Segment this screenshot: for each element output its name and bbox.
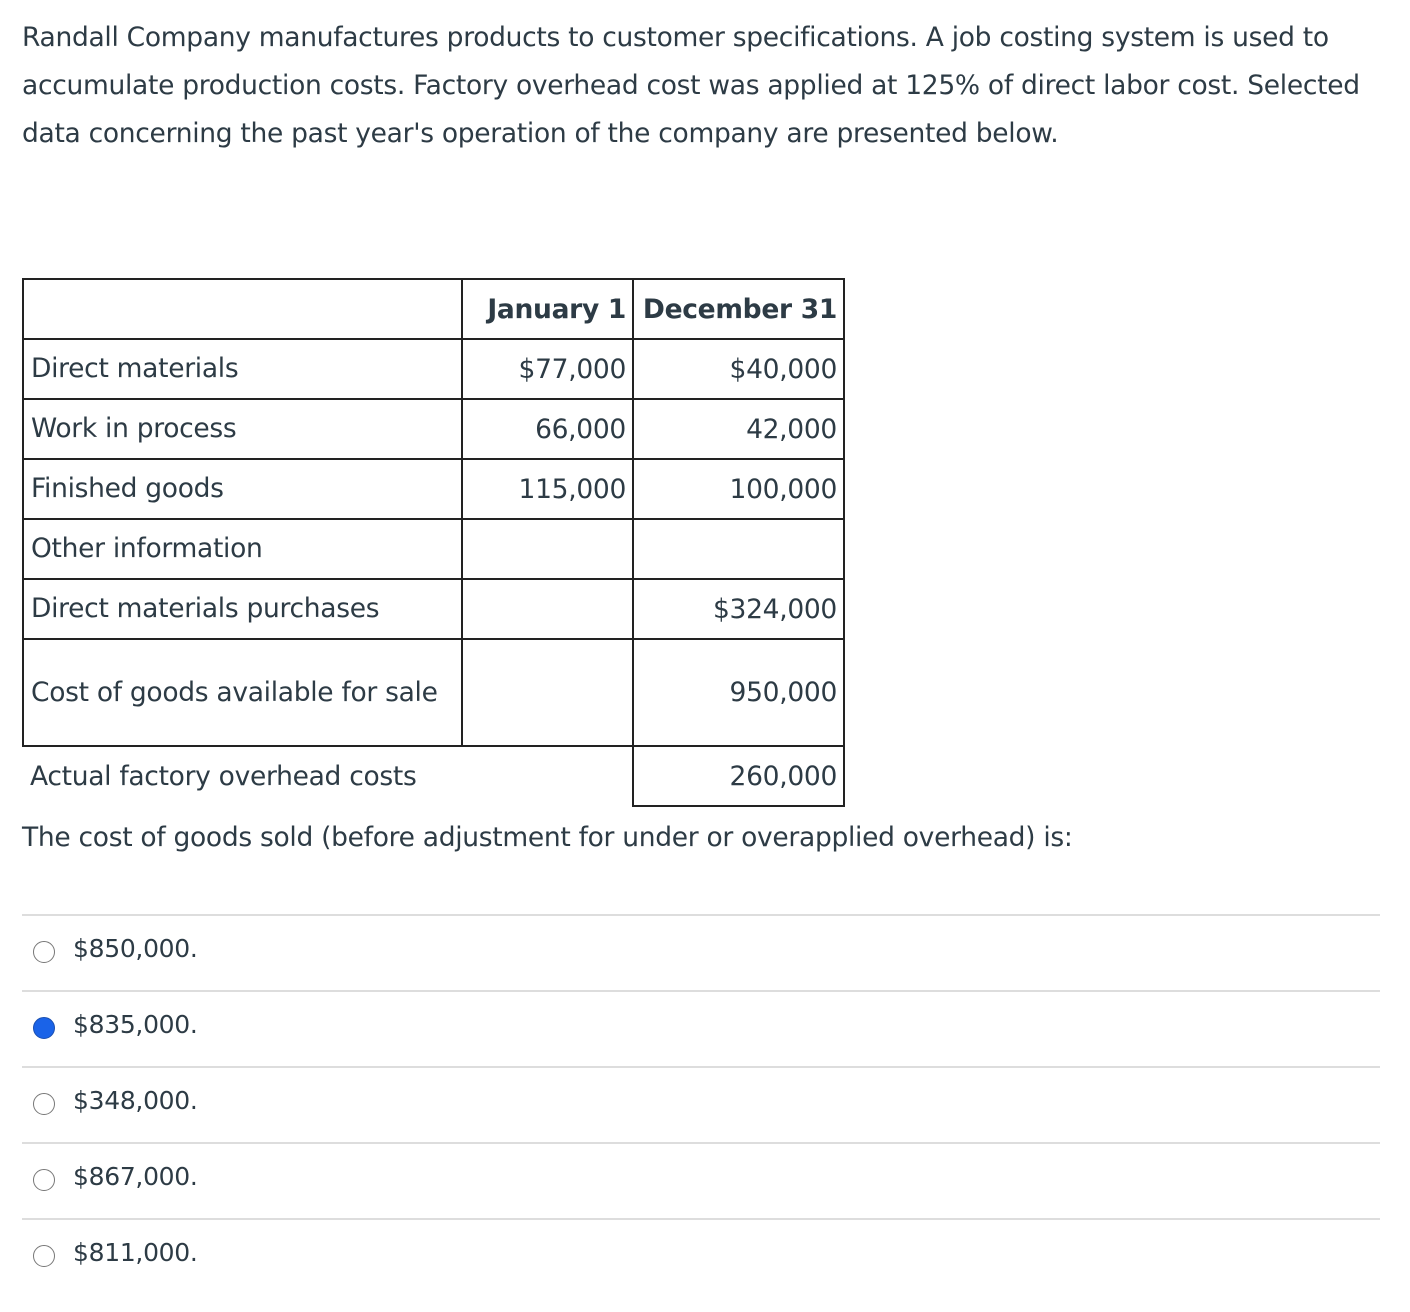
table-cell: 66,000	[461, 398, 634, 460]
option[interactable]: $348,000.	[22, 1066, 1380, 1144]
option[interactable]: $867,000.	[22, 1142, 1380, 1220]
table-cell: 950,000	[632, 638, 845, 747]
table-row: Other information	[22, 518, 845, 580]
prompt: The cost of goods sold (before adjustmen…	[22, 822, 1073, 853]
table-cell: Cost of goods available for sale	[22, 638, 463, 747]
table-row: Work in process 66,000 42,000	[22, 398, 845, 460]
radio-button[interactable]	[33, 1093, 55, 1115]
table-cell	[462, 745, 634, 806]
table-cell: Finished goods	[22, 458, 463, 520]
radio-button[interactable]	[33, 1169, 55, 1191]
option-label[interactable]: $850,000.	[73, 934, 198, 963]
table-row: Cost of goods available for sale 950,000	[22, 638, 845, 747]
table-cell: Actual factory overhead costs	[23, 745, 462, 806]
table-cell: Direct materials	[22, 338, 463, 400]
option[interactable]: $850,000.	[22, 914, 1380, 992]
header-cell	[22, 278, 463, 340]
table-row: Direct materials $77,000 $40,000	[22, 338, 845, 400]
data-table: January 1 December 31 Direct materials $7…	[22, 278, 845, 807]
option-label[interactable]: $348,000.	[73, 1086, 198, 1115]
table-cell: 115,000	[461, 458, 634, 520]
header-cell: December 31	[632, 278, 845, 340]
table-row: Actual factory overhead costs 260,000	[23, 745, 845, 807]
option-label[interactable]: $835,000.	[73, 1010, 198, 1039]
table-cell: Work in process	[22, 398, 463, 460]
table-cell: Direct materials purchases	[22, 578, 463, 640]
table-row: Direct materials purchases $324,000	[22, 578, 845, 640]
table-cell: $40,000	[632, 338, 845, 400]
question-text: Randall Company manufactures products to…	[22, 22, 1360, 149]
option-label[interactable]: $811,000.	[73, 1238, 198, 1267]
option[interactable]: $811,000.	[22, 1218, 1380, 1296]
header-row: January 1 December 31	[22, 278, 845, 340]
table-cell: $77,000	[461, 338, 634, 400]
option-label[interactable]: $867,000.	[73, 1162, 198, 1191]
radio-button[interactable]	[33, 941, 55, 963]
table-cell	[461, 638, 634, 747]
option[interactable]: $835,000.	[22, 990, 1380, 1068]
table-cell: 260,000	[632, 745, 845, 807]
table-cell: 100,000	[632, 458, 845, 520]
radio-button[interactable]	[33, 1017, 55, 1039]
table-cell: 42,000	[632, 398, 845, 460]
table-row: Finished goods 115,000 100,000	[22, 458, 845, 520]
table-cell: $324,000	[632, 578, 845, 640]
radio-button[interactable]	[33, 1245, 55, 1267]
header-cell: January 1	[461, 278, 634, 340]
table-cell: Other information	[22, 518, 463, 580]
table-cell	[632, 518, 845, 580]
table-cell	[461, 578, 634, 640]
table-cell	[461, 518, 634, 580]
